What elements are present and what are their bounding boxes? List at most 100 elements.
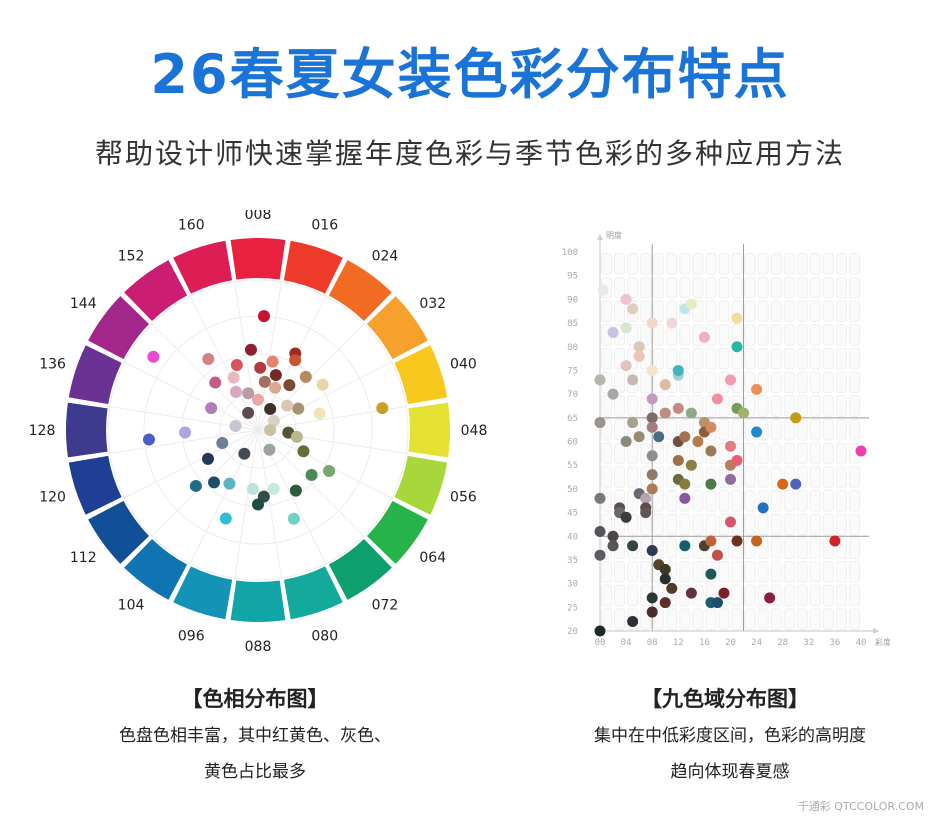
zone-cell [835, 608, 847, 630]
zone-cell [705, 513, 717, 536]
zone-cell [809, 300, 821, 323]
zone-cell [783, 371, 795, 394]
zone-cell [835, 466, 847, 488]
zone-point [659, 573, 671, 585]
hue-ring-segment [230, 238, 286, 280]
y-axis-label: 明度 [606, 230, 622, 240]
zone-cell [757, 300, 769, 323]
zone-cell [744, 324, 756, 346]
zone-point [594, 492, 606, 504]
zone-cell [705, 347, 717, 370]
hue-point [201, 452, 214, 465]
zone-cell [770, 418, 782, 441]
zone-cell [796, 300, 808, 323]
zone-cell [744, 276, 756, 299]
guide-spoke [257, 360, 394, 431]
hue-point [254, 361, 267, 374]
zone-cell [835, 253, 847, 275]
hue-ring-segment [230, 580, 286, 622]
zone-cell [822, 253, 834, 275]
zone-cell [627, 276, 639, 299]
zone-cell [744, 584, 756, 607]
zone-point [757, 502, 769, 514]
zone-cell [783, 395, 795, 417]
zone-cell [601, 584, 613, 607]
zone-point [594, 374, 606, 386]
zone-point [711, 549, 723, 561]
hue-ring-segment [88, 500, 150, 564]
zone-cell [627, 442, 639, 465]
y-tick-label: 95 [567, 272, 578, 282]
zone-point [711, 597, 723, 609]
zone-cell [796, 513, 808, 536]
zone-point [705, 478, 717, 490]
zone-cell [783, 584, 795, 607]
hue-point [323, 465, 336, 478]
zone-cell [614, 276, 626, 299]
zone-cell [770, 489, 782, 512]
y-tick-label: 100 [562, 248, 578, 258]
zone-cell [731, 560, 743, 583]
zone-point [672, 364, 684, 376]
hue-point [269, 369, 282, 382]
zone-cell [757, 347, 769, 370]
guide-spoke [257, 429, 283, 581]
hue-point [238, 447, 251, 460]
hue-point [208, 476, 221, 489]
hue-point [283, 379, 296, 392]
zone-cell [614, 560, 626, 583]
hue-tick-label: 056 [450, 490, 477, 506]
zone-point [594, 549, 606, 561]
hue-point [313, 407, 326, 420]
y-tick-label: 70 [567, 390, 578, 400]
x-tick-label: 04 [621, 638, 632, 648]
zone-cell [809, 466, 821, 488]
hue-point [252, 498, 264, 511]
zone-cell [848, 395, 861, 417]
zone-point [627, 417, 639, 429]
y-tick-label: 85 [567, 319, 578, 329]
hue-point [229, 420, 242, 433]
hue-point [142, 433, 155, 446]
guide-spoke [122, 360, 259, 431]
zone-cell [705, 371, 717, 394]
hue-point [209, 376, 222, 389]
hue-tick-label: 064 [419, 550, 446, 566]
zone-cell [679, 513, 691, 536]
y-tick-label: 65 [567, 414, 578, 424]
zone-point [620, 322, 632, 334]
hue-point [269, 381, 282, 394]
zone-cell [822, 489, 834, 512]
zone-cell [848, 489, 861, 512]
zone-cell [809, 253, 821, 275]
zone-cell [614, 608, 626, 630]
zone-cell [679, 324, 691, 346]
x-tick-label: 32 [803, 638, 814, 648]
hue-point [202, 353, 215, 366]
guide-spoke [233, 429, 259, 581]
zone-cell [679, 253, 691, 275]
guide-spoke [150, 322, 259, 431]
zone-cell [731, 253, 743, 275]
zone-cell [744, 513, 756, 536]
zone-cell [653, 300, 665, 323]
zone-cell [835, 300, 847, 323]
zone-point [731, 341, 743, 353]
zone-cell [601, 395, 613, 417]
hue-tick-label: 152 [118, 248, 145, 264]
zone-cell [783, 253, 795, 275]
y-tick-label: 45 [567, 509, 578, 519]
hue-tick-label: 072 [372, 598, 399, 614]
zone-point [751, 535, 763, 547]
zone-cell [731, 489, 743, 512]
zone-cell [666, 489, 678, 512]
zone-point [627, 374, 639, 386]
x-tick-label: 40 [856, 638, 867, 648]
hue-ring-segment [88, 296, 150, 360]
zone-point [646, 544, 658, 556]
zone-cell [692, 466, 704, 488]
hue-point [290, 430, 303, 443]
hue-point [287, 512, 300, 525]
zone-cell [640, 560, 652, 583]
zone-cell [744, 608, 756, 630]
